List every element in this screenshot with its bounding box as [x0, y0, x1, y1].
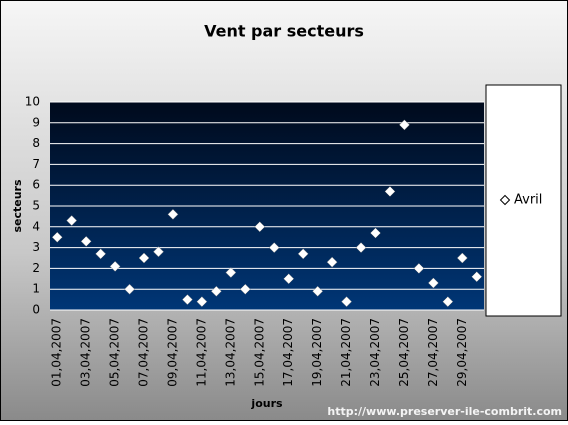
- y-tick-label: 1: [32, 282, 40, 296]
- x-tick-label: 11,04,2007: [194, 318, 208, 387]
- x-tick-label: 19,04,2007: [310, 318, 324, 387]
- marker: [283, 273, 295, 285]
- x-tick-label: 23,04,2007: [368, 318, 382, 387]
- y-tick-label: 4: [32, 219, 40, 233]
- marker: [254, 221, 266, 233]
- x-tick-label: 09,04,2007: [165, 318, 179, 387]
- x-tick-label: 29,04,2007: [455, 318, 469, 387]
- y-tick-label: 3: [32, 240, 40, 254]
- legend-label: Avril: [514, 193, 542, 208]
- source: http://www.preserver-ile-combrit.com: [327, 405, 562, 418]
- marker: [268, 242, 280, 253]
- marker: [428, 277, 439, 289]
- marker: [51, 231, 63, 243]
- y-tick-label: 6: [32, 178, 40, 192]
- legend: [485, 84, 562, 317]
- marker: [384, 186, 396, 197]
- x-axis-label: jours: [250, 397, 283, 410]
- marker: [211, 285, 222, 297]
- y-tick-label: 2: [32, 261, 40, 275]
- marker: [124, 283, 135, 295]
- y-tick-label: 9: [32, 115, 40, 129]
- x-tick-label: 17,04,2007: [281, 318, 295, 387]
- marker: [355, 242, 367, 253]
- marker: [471, 271, 483, 283]
- marker: [456, 252, 468, 264]
- x-tick-label: 21,04,2007: [339, 318, 353, 387]
- legend-marker: [499, 194, 511, 206]
- marker: [196, 296, 208, 308]
- marker: [138, 252, 150, 264]
- y-tick-label: 8: [32, 136, 40, 150]
- x-tick-label: 03,04,2007: [79, 318, 93, 387]
- marker: [312, 285, 323, 297]
- y-tick-label: 7: [32, 157, 40, 171]
- chart-title: Vent par secteurs: [204, 22, 364, 41]
- x-tick-label: 05,04,2007: [108, 318, 122, 387]
- marker: [370, 227, 381, 239]
- marker: [225, 267, 237, 278]
- y-tick-label: 5: [32, 199, 40, 213]
- y-axis-label: secteurs: [11, 179, 24, 233]
- marker: [239, 283, 251, 295]
- marker: [80, 236, 92, 247]
- marker: [442, 296, 454, 308]
- marker: [413, 263, 425, 274]
- x-tick-label: 13,04,2007: [223, 318, 237, 387]
- x-tick-label: 15,04,2007: [252, 318, 266, 387]
- marker: [109, 260, 121, 272]
- marker: [182, 294, 193, 305]
- marker: [95, 248, 106, 260]
- x-tick-label: 27,04,2007: [426, 318, 440, 387]
- x-tick-label: 01,04,2007: [50, 318, 64, 387]
- marker: [326, 256, 338, 268]
- marker: [167, 208, 179, 220]
- marker: [399, 119, 410, 131]
- marker: [341, 296, 352, 308]
- y-tick-label: 10: [25, 95, 40, 109]
- x-tick-label: 07,04,2007: [137, 318, 151, 387]
- marker: [66, 215, 78, 226]
- y-tick-label: 0: [32, 303, 40, 317]
- marker: [153, 246, 164, 258]
- x-tick-label: 25,04,2007: [397, 318, 411, 387]
- marker: [297, 248, 309, 260]
